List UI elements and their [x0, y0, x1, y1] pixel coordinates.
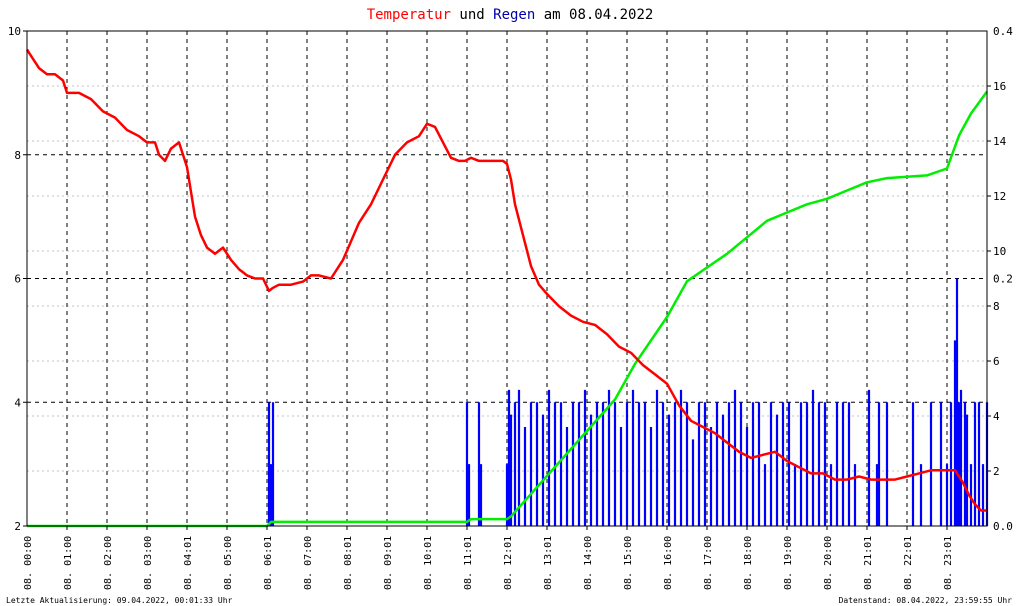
- temperature-series: [25, 48, 987, 512]
- y-right-outer-tick-label: 0.0: [993, 520, 1013, 533]
- data-status-text: Datenstand: 08.04.2022, 23:59:55 Uhr: [838, 596, 1012, 605]
- x-tick-label: 08. 20:00: [823, 536, 834, 590]
- y-left-tick-label: 6: [14, 273, 21, 286]
- last-update-text: Letzte Aktualisierung: 09.04.2022, 00:01…: [6, 596, 233, 605]
- y-right-inner-tick-label: 6: [993, 355, 1000, 368]
- axes: [23, 30, 991, 530]
- x-tick-label: 08. 05:00: [223, 536, 234, 590]
- y-right-inner-tick-label: 16: [993, 80, 1006, 93]
- x-tick-label: 08. 07:00: [303, 536, 314, 590]
- x-tick-label: 08. 01:00: [63, 536, 74, 590]
- y-right-inner-tick-label: 10: [993, 245, 1006, 258]
- x-tick-label: 08. 23:01: [943, 536, 954, 590]
- rain-cumulative-line: [27, 90, 989, 528]
- x-tick-label: 08. 04:01: [183, 536, 194, 590]
- title-date: am 08.04.2022: [535, 7, 653, 23]
- chart-title: Temperatur und Regen am 08.04.2022: [367, 7, 654, 23]
- y-right-inner-tick-label: 12: [993, 190, 1006, 203]
- x-tick-label: 08. 21:01: [863, 536, 874, 590]
- x-tick-label: 08. 14:00: [583, 536, 594, 590]
- grid: [27, 31, 987, 526]
- rain-rate-series: [267, 278, 989, 526]
- y-right-outer-tick-label: 0.2: [993, 273, 1013, 286]
- y-left-tick-label: 4: [14, 396, 21, 409]
- x-tick-label: 08. 17:00: [703, 536, 714, 590]
- y-right-outer-tick-label: 0.4: [993, 25, 1013, 38]
- title-rain: Regen: [493, 7, 535, 23]
- x-tick-label: 08. 15:00: [623, 536, 634, 590]
- title-connector: und: [451, 7, 493, 23]
- x-tick-label: 08. 19:00: [783, 536, 794, 590]
- x-tick-label: 08. 18:00: [743, 536, 754, 590]
- y-right-inner-tick-label: 14: [993, 135, 1007, 148]
- x-tick-label: 08. 22:01: [903, 536, 914, 590]
- x-tick-label: 08. 09:01: [383, 536, 394, 590]
- title-temperature: Temperatur: [367, 7, 451, 23]
- x-tick-label: 08. 13:01: [543, 536, 554, 590]
- x-tick-label: 08. 03:00: [143, 536, 154, 590]
- y-left-tick-label: 2: [14, 520, 21, 533]
- x-tick-label: 08. 06:01: [263, 536, 274, 590]
- x-tick-label: 08. 10:01: [423, 536, 434, 590]
- rain-cumulative-series: [27, 90, 989, 528]
- y-left-tick-label: 8: [14, 149, 21, 162]
- y-left-tick-label: 10: [8, 25, 21, 38]
- temperature-line: [25, 48, 987, 512]
- y-right-inner-tick-label: 2: [993, 465, 1000, 478]
- x-tick-label: 08. 12:01: [503, 536, 514, 590]
- y-right-inner-tick-label: 8: [993, 300, 1000, 313]
- x-tick-label: 08. 11:01: [463, 536, 474, 590]
- x-tick-label: 08. 16:00: [663, 536, 674, 590]
- y-right-inner-tick-label: 4: [993, 410, 1000, 423]
- x-tick-label: 08. 02:00: [103, 536, 114, 590]
- x-tick-label: 08. 00:00: [23, 536, 34, 590]
- x-tick-label: 08. 08:01: [343, 536, 354, 590]
